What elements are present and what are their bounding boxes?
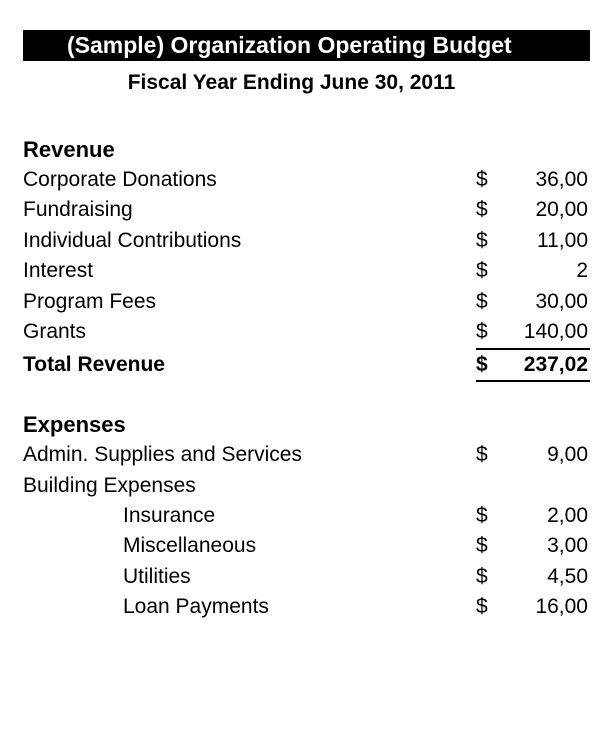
line-label: Individual Contributions [23,226,476,256]
currency-symbol: $ [476,348,506,382]
document-subtitle: Fiscal Year Ending June 30, 2011 [23,71,590,95]
expense-row-indent: Utilities $ 4,50 [23,562,590,592]
budget-document: (Sample) Organization Operating Budget F… [0,0,600,633]
total-amount: 237,02 [506,348,590,382]
line-label: Interest [23,256,476,286]
total-label: Total Revenue [23,350,476,380]
expense-row-indent: Miscellaneous $ 3,00 [23,531,590,561]
line-label: Corporate Donations [23,165,476,195]
revenue-row: Corporate Donations $ 36,00 [23,165,590,195]
currency-symbol: $ [476,287,506,317]
currency-symbol: $ [476,440,506,470]
expense-row: Building Expenses [23,471,590,501]
line-amount: 2 [506,256,590,286]
revenue-row: Fundraising $ 20,00 [23,195,590,225]
revenue-row: Program Fees $ 30,00 [23,287,590,317]
line-amount: 3,00 [506,531,590,561]
line-amount: 36,00 [506,165,590,195]
line-amount: 140,00 [506,317,590,347]
line-amount: 4,50 [506,562,590,592]
line-label: Miscellaneous [23,531,476,561]
revenue-row: Individual Contributions $ 11,00 [23,226,590,256]
currency-symbol: $ [476,226,506,256]
line-amount: 11,00 [506,226,590,256]
revenue-header: Revenue [23,137,590,163]
line-amount: 16,00 [506,592,590,622]
line-label: Loan Payments [23,592,476,622]
expense-row-indent: Loan Payments $ 16,00 [23,592,590,622]
line-label: Utilities [23,562,476,592]
currency-symbol: $ [476,531,506,561]
currency-symbol: $ [476,562,506,592]
line-amount: 20,00 [506,195,590,225]
currency-symbol: $ [476,501,506,531]
line-label: Building Expenses [23,471,476,501]
line-amount: 2,00 [506,501,590,531]
line-label: Fundraising [23,195,476,225]
line-label: Insurance [23,501,476,531]
revenue-row: Grants $ 140,00 [23,317,590,347]
expenses-header: Expenses [23,412,590,438]
expense-row-indent: Insurance $ 2,00 [23,501,590,531]
line-label: Admin. Supplies and Services [23,440,476,470]
currency-symbol: $ [476,256,506,286]
line-amount: 30,00 [506,287,590,317]
revenue-row: Interest $ 2 [23,256,590,286]
section-spacer [23,382,590,412]
line-label: Program Fees [23,287,476,317]
document-title: (Sample) Organization Operating Budget [67,32,512,58]
currency-symbol: $ [476,317,506,347]
title-bar: (Sample) Organization Operating Budget [23,30,590,61]
currency-symbol: $ [476,592,506,622]
line-label: Grants [23,317,476,347]
currency-symbol: $ [476,195,506,225]
total-revenue-row: Total Revenue $ 237,02 [23,348,590,382]
expense-row: Admin. Supplies and Services $ 9,00 [23,440,590,470]
line-amount: 9,00 [506,440,590,470]
currency-symbol: $ [476,165,506,195]
